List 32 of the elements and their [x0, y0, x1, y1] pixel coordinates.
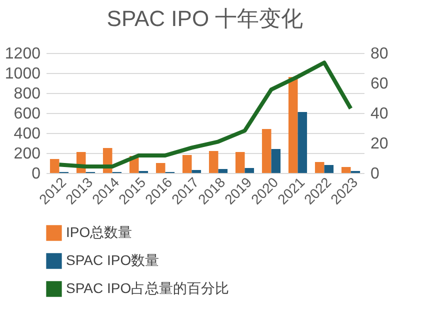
y-tick-label: 600 [14, 106, 41, 122]
bar [182, 155, 192, 173]
y2-tick-label: 80 [370, 46, 388, 62]
bar [314, 162, 324, 173]
y2-tick-label: 40 [370, 106, 388, 122]
y2-tick-label: 60 [370, 76, 388, 92]
bar [244, 168, 254, 173]
bar [192, 170, 202, 173]
bar [156, 163, 166, 173]
bar [208, 151, 218, 173]
y-tick-label: 1200 [4, 46, 41, 62]
y-tick-label: 200 [14, 146, 41, 162]
y2-tick-label: 0 [370, 166, 380, 182]
bar [324, 165, 334, 173]
bar [262, 129, 272, 173]
chart-title: SPAC IPO 十年变化 [106, 6, 304, 31]
y-tick-label: 0 [32, 166, 41, 182]
bar [271, 149, 281, 173]
bar [235, 152, 245, 173]
y-tick-label: 800 [14, 86, 41, 102]
bar [50, 159, 60, 173]
legend-label: SPAC IPO数量 [66, 252, 160, 268]
bar [288, 77, 298, 173]
legend-label: SPAC IPO占总量的百分比 [66, 280, 230, 296]
bar [218, 169, 228, 173]
y-tick-label: 1000 [4, 66, 41, 82]
y-tick-label: 400 [14, 126, 41, 142]
y2-tick-label: 20 [370, 136, 388, 152]
bar [298, 112, 308, 173]
bar [341, 167, 351, 173]
legend-label: IPO总数量 [66, 224, 132, 240]
line-series [57, 60, 353, 169]
